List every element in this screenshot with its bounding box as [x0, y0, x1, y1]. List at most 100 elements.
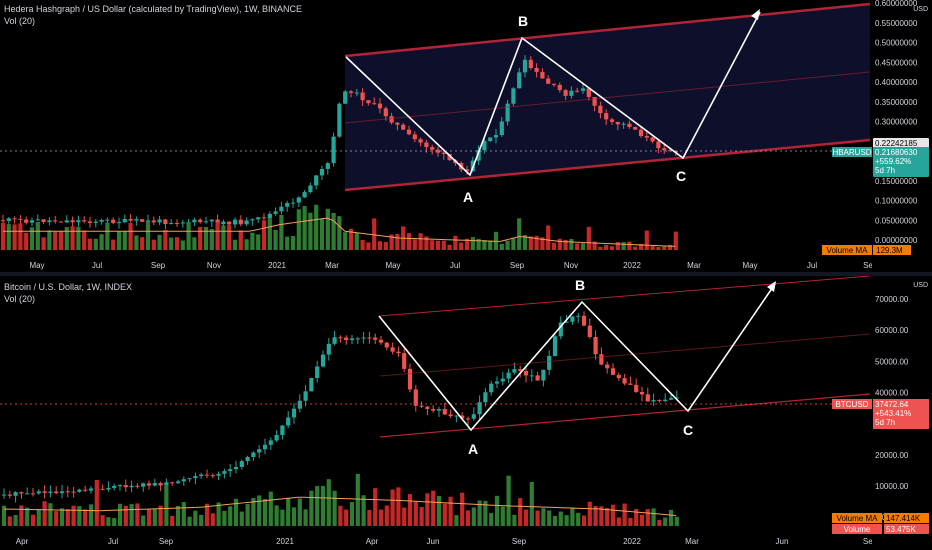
btc-volume-bar	[494, 495, 500, 526]
hbar-candle	[592, 97, 597, 106]
btc-volume-bar	[431, 490, 436, 526]
btc-volume-bar	[152, 509, 157, 526]
hbar-candle	[499, 121, 504, 136]
btc-symbol-tag	[832, 399, 872, 409]
btc-candle	[175, 481, 181, 484]
hbar-price-tick: 0.60000000	[875, 0, 918, 8]
hbar-volume-bar	[145, 222, 151, 250]
btc-volume-indicator-label[interactable]: Vol (20)	[4, 294, 36, 304]
hbar-candle	[464, 169, 470, 172]
hbar-candle	[256, 217, 261, 220]
pane-divider[interactable]	[0, 272, 932, 276]
hbar-volume-bar	[302, 206, 307, 250]
btc-volume-bar	[442, 503, 447, 526]
btc-candle	[547, 355, 552, 370]
btc-chart-pane[interactable]: Apr Jul Sep 2021 Apr Jun Sep 2022 Mar Jun Sep 70000…	[0, 276, 932, 550]
hbar-time-label: Mar	[325, 261, 339, 270]
btc-volume-bar	[77, 506, 82, 526]
btc-wave-path	[378, 283, 776, 432]
btc-volume-bar	[587, 501, 592, 526]
btc-volume-ma-value-text: 147.414K	[886, 514, 921, 523]
btc-candle	[518, 369, 523, 372]
hbar-candle	[424, 142, 429, 148]
hbar-volume-bar	[337, 216, 342, 250]
hbar-volume-bar	[389, 234, 394, 250]
btc-volume-bar	[268, 491, 273, 526]
hbar-volume-bar	[267, 218, 272, 250]
hbar-volume-bar	[517, 218, 522, 250]
btc-candle	[494, 381, 500, 384]
hbar-volume-bar	[116, 231, 122, 250]
btc-price-tick: 60000.00	[875, 326, 909, 335]
hbar-candle	[58, 221, 64, 223]
btc-volume-bar	[315, 486, 320, 526]
btc-volume-bar	[146, 509, 152, 526]
hbar-volume-bar	[638, 243, 644, 250]
hbar-wave-label-b[interactable]: B	[518, 13, 528, 29]
hbar-current-price-badge	[873, 138, 929, 148]
hbar-volume-bar	[24, 232, 29, 250]
hbar-volume-bar	[557, 238, 562, 250]
btc-volume-bar	[135, 503, 140, 526]
hbar-candle	[35, 219, 40, 221]
btc-chart-title: Bitcoin / U.S. Dollar, 1W, INDEX	[4, 282, 133, 292]
hbar-price-axis	[872, 0, 932, 272]
btc-wave-label-b[interactable]: B	[575, 277, 585, 293]
hbar-volume-bar	[35, 222, 40, 250]
hbar-volume-bar	[505, 240, 510, 250]
btc-volume-tag	[832, 524, 882, 534]
btc-wave-label-c[interactable]: C	[683, 422, 693, 438]
hbar-candle	[493, 135, 499, 138]
btc-volume-bar	[390, 489, 395, 526]
hbar-volume-bar	[232, 239, 238, 250]
btc-candle	[320, 354, 326, 367]
btc-candle	[529, 375, 534, 377]
hbar-volume-indicator-label[interactable]: Vol (20)	[4, 16, 36, 26]
hbar-chart-pane[interactable]: May Jul Sep Nov 2021 Mar May Jul Sep Nov 2022 Mar Ma…	[0, 0, 932, 272]
hbar-volume-bar	[575, 243, 580, 250]
btc-candle	[512, 369, 517, 373]
btc-candle	[523, 371, 529, 376]
btc-candle	[286, 417, 291, 426]
btc-candle	[407, 368, 413, 390]
btc-candle	[1, 494, 7, 496]
hbar-volume-ma-tag-text: Volume MA	[827, 246, 869, 255]
btc-candle	[373, 337, 378, 340]
hbar-volume-bar	[528, 236, 533, 250]
hbar-price-tick: 0.35000000	[875, 98, 918, 107]
btc-candle	[251, 452, 256, 458]
hbar-volume-bar	[290, 236, 296, 250]
btc-candle	[77, 489, 82, 492]
hbar-volume-bar	[314, 204, 319, 250]
hbar-volume-bar	[151, 239, 156, 250]
btc-symbol-price-badge-text: +543.41%	[875, 409, 911, 418]
btc-volume-bar	[83, 509, 88, 526]
hbar-candle	[261, 217, 267, 219]
hbar-price-tick: 0.05000000	[875, 216, 918, 225]
hbar-volume-bar	[47, 230, 52, 250]
hbar-candle	[348, 91, 354, 93]
hbar-candle	[476, 150, 481, 161]
hbar-candle	[116, 222, 122, 224]
btc-volume-bar	[25, 507, 30, 526]
hbar-wave-label-c[interactable]: C	[676, 168, 686, 184]
btc-wave-label-a[interactable]: A	[468, 441, 478, 457]
btc-volume-bar	[94, 480, 99, 526]
btc-volume-bar	[367, 509, 372, 526]
hbar-price-tick: 0.55000000	[875, 19, 918, 28]
btc-volume-bar	[36, 509, 41, 526]
hbar-volume-bar	[354, 232, 359, 250]
btc-candle	[54, 491, 59, 494]
hbar-candle	[308, 185, 313, 193]
hbar-volume-bar	[499, 243, 504, 250]
hbar-volume-bar	[464, 238, 470, 250]
hbar-time-label: Jul	[92, 261, 102, 270]
hbar-candle	[203, 221, 209, 223]
btc-chart-canvas[interactable]: Apr Jul Sep 2021 Apr Jun Sep 2022 Mar Jun Sep 70000…	[0, 276, 932, 550]
hbar-chart-canvas[interactable]: May Jul Sep Nov 2021 Mar May Jul Sep Nov 2022 Mar Ma…	[0, 0, 932, 272]
hbar-volume-bar	[476, 238, 481, 250]
btc-volume-bar	[518, 498, 523, 526]
btc-volume-bar	[42, 501, 47, 526]
hbar-wave-label-a[interactable]: A	[463, 189, 473, 205]
btc-candle	[651, 400, 656, 402]
